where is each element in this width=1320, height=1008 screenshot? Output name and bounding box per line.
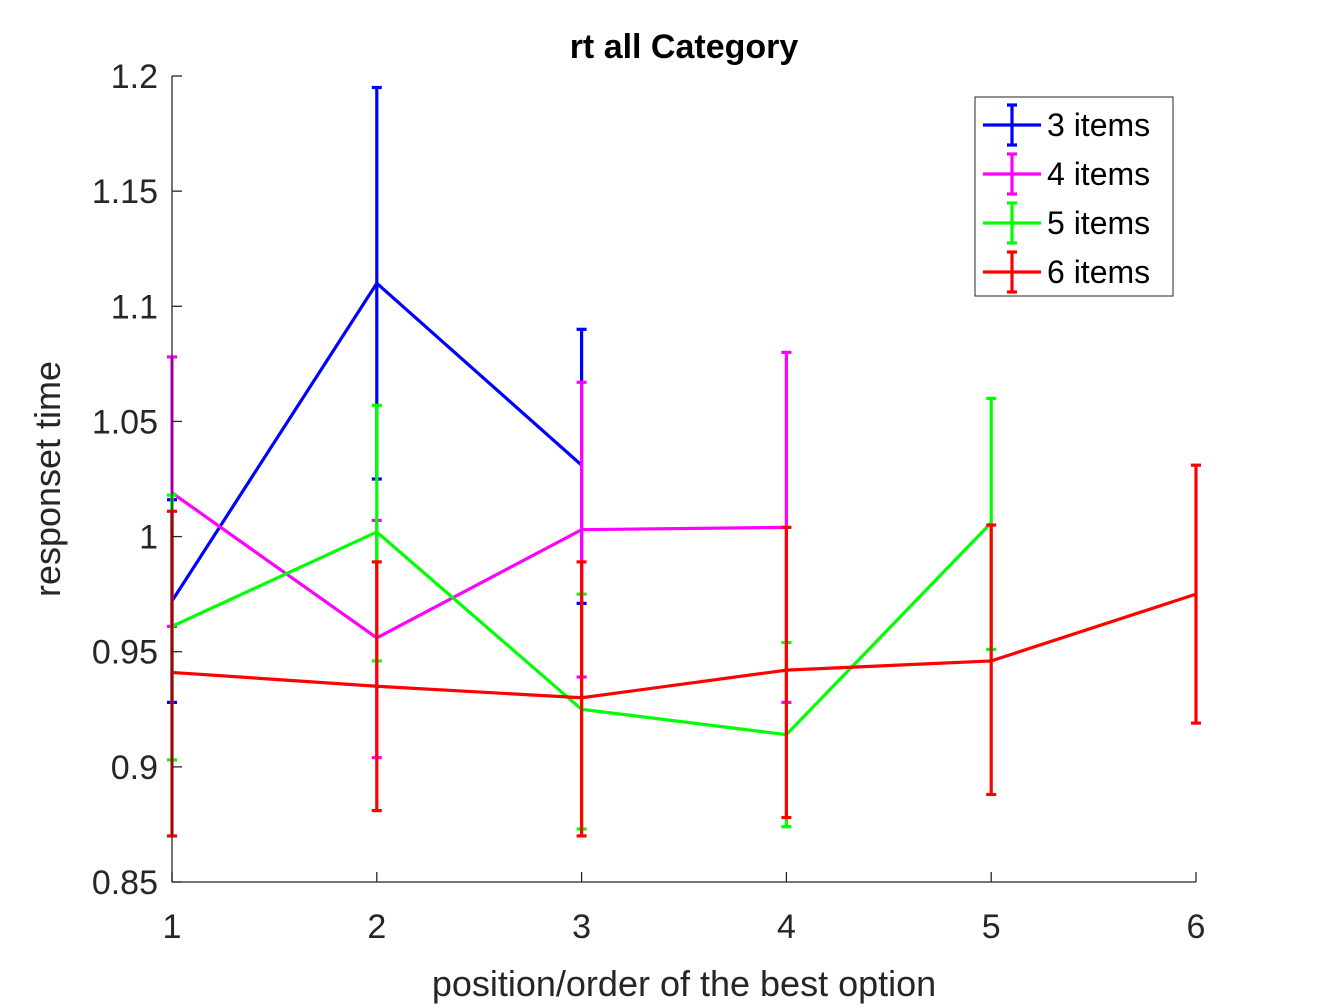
y-tick-label: 1.1 [111, 288, 158, 326]
x-tick-label: 3 [572, 908, 591, 946]
chart-title: rt all Category [570, 28, 799, 66]
legend-item: 3 items [983, 103, 1150, 147]
legend-item: 5 items [983, 201, 1150, 245]
series-line [171, 491, 787, 640]
y-tick-label: 1.05 [92, 403, 158, 441]
y-axis-label: responset time [27, 361, 68, 597]
x-tick-label: 6 [1187, 908, 1206, 946]
axes [171, 76, 1196, 883]
x-axis-label: position/order of the best option [432, 963, 936, 1004]
x-tick-label: 4 [777, 908, 796, 946]
series-line [171, 592, 1197, 700]
y-tick-label: 1.2 [111, 58, 158, 96]
y-tick-label: 0.85 [92, 864, 158, 902]
legend-label: 5 items [1047, 205, 1150, 241]
legend-box [974, 96, 1174, 297]
y-ticks: 0.85 0.9 0.95 1 1.05 1.1 1.15 1.2 [92, 58, 182, 902]
x-tick-label: 5 [982, 908, 1001, 946]
y-tick-label: 1.15 [92, 173, 158, 211]
y-tick-label: 1 [139, 519, 158, 557]
y-tick-label: 0.9 [111, 749, 158, 787]
legend-item: 4 items [983, 152, 1150, 196]
legend-item: 6 items [983, 250, 1150, 294]
y-tick-label: 0.95 [92, 634, 158, 672]
x-tick-label: 2 [367, 908, 386, 946]
x-tick-label: 1 [163, 908, 182, 946]
legend-label: 6 items [1047, 254, 1150, 290]
legend-label: 3 items [1047, 107, 1150, 143]
legend-label: 4 items [1047, 156, 1150, 192]
legend: 3 items 4 items 5 items 6 items [974, 96, 1174, 297]
x-ticks: 1 2 3 4 5 6 [163, 872, 1206, 946]
